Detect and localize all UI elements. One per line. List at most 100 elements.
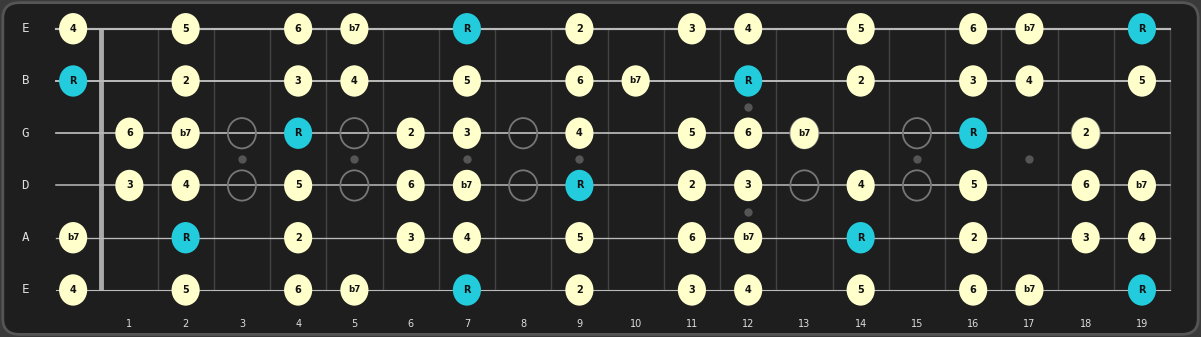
Text: 2: 2 [294, 233, 301, 243]
Text: 3: 3 [969, 76, 976, 86]
Text: 15: 15 [910, 319, 924, 329]
Text: 2: 2 [576, 24, 582, 34]
Ellipse shape [172, 274, 199, 306]
Ellipse shape [734, 274, 763, 306]
Text: 6: 6 [969, 285, 976, 295]
Ellipse shape [1071, 170, 1100, 201]
Ellipse shape [566, 222, 593, 253]
Text: 2: 2 [183, 319, 189, 329]
Text: R: R [1139, 24, 1146, 34]
Ellipse shape [734, 65, 763, 97]
Text: b7: b7 [742, 233, 754, 242]
Ellipse shape [622, 65, 650, 97]
Text: 19: 19 [1136, 319, 1148, 329]
Ellipse shape [1128, 65, 1157, 97]
Ellipse shape [453, 170, 480, 201]
Text: 3: 3 [688, 285, 695, 295]
Text: 5: 5 [464, 76, 471, 86]
Ellipse shape [734, 222, 763, 253]
Ellipse shape [1015, 274, 1044, 306]
Ellipse shape [59, 222, 88, 253]
Text: 12: 12 [742, 319, 754, 329]
Text: 4: 4 [1139, 233, 1146, 243]
Text: 2: 2 [407, 128, 414, 138]
Ellipse shape [566, 65, 593, 97]
Text: 6: 6 [688, 233, 695, 243]
Ellipse shape [960, 65, 987, 97]
Ellipse shape [677, 118, 706, 149]
Ellipse shape [677, 170, 706, 201]
Ellipse shape [172, 13, 199, 44]
Text: G: G [22, 127, 29, 140]
Text: 4: 4 [464, 233, 471, 243]
Ellipse shape [172, 170, 199, 201]
Text: R: R [464, 24, 471, 34]
Text: E: E [22, 22, 29, 35]
Text: 4: 4 [745, 285, 752, 295]
Ellipse shape [340, 13, 369, 44]
Ellipse shape [960, 13, 987, 44]
Text: A: A [22, 231, 29, 244]
Ellipse shape [1128, 222, 1157, 253]
Text: b7: b7 [799, 129, 811, 138]
Text: 2: 2 [858, 76, 864, 86]
Ellipse shape [340, 65, 369, 97]
Text: 4: 4 [295, 319, 301, 329]
Ellipse shape [1071, 118, 1100, 149]
Text: b7: b7 [461, 181, 473, 190]
Text: b7: b7 [629, 76, 641, 86]
Text: 3: 3 [688, 24, 695, 34]
Text: 13: 13 [799, 319, 811, 329]
Ellipse shape [847, 170, 874, 201]
Text: D: D [22, 179, 29, 192]
Text: b7: b7 [1136, 181, 1148, 190]
Text: 4: 4 [70, 24, 77, 34]
Text: R: R [1139, 285, 1146, 295]
Text: R: R [575, 181, 584, 190]
Text: 5: 5 [183, 285, 189, 295]
Ellipse shape [285, 274, 312, 306]
Ellipse shape [59, 65, 88, 97]
Text: R: R [858, 233, 865, 243]
Ellipse shape [396, 170, 425, 201]
Text: 14: 14 [855, 319, 867, 329]
Text: b7: b7 [179, 129, 192, 138]
Text: b7: b7 [348, 24, 360, 33]
Ellipse shape [566, 274, 593, 306]
Ellipse shape [453, 222, 480, 253]
Text: 6: 6 [576, 76, 582, 86]
Text: 17: 17 [1023, 319, 1035, 329]
Text: 8: 8 [520, 319, 526, 329]
Ellipse shape [285, 13, 312, 44]
Ellipse shape [566, 170, 593, 201]
Ellipse shape [960, 222, 987, 253]
Ellipse shape [115, 118, 143, 149]
Ellipse shape [285, 222, 312, 253]
Ellipse shape [453, 118, 480, 149]
Text: 2: 2 [1082, 128, 1089, 138]
Ellipse shape [453, 13, 480, 44]
Ellipse shape [396, 222, 425, 253]
Text: 4: 4 [183, 181, 189, 190]
Ellipse shape [960, 118, 987, 149]
Ellipse shape [847, 274, 874, 306]
Text: 6: 6 [126, 128, 133, 138]
Text: 6: 6 [294, 285, 301, 295]
Text: 5: 5 [969, 181, 976, 190]
Text: 7: 7 [464, 319, 470, 329]
Text: 10: 10 [629, 319, 641, 329]
Text: 4: 4 [70, 285, 77, 295]
Text: 9: 9 [576, 319, 582, 329]
Text: b7: b7 [67, 233, 79, 242]
Text: 3: 3 [126, 181, 133, 190]
Ellipse shape [285, 170, 312, 201]
Ellipse shape [960, 274, 987, 306]
Text: 5: 5 [576, 233, 582, 243]
Text: 16: 16 [967, 319, 979, 329]
Ellipse shape [285, 65, 312, 97]
Ellipse shape [172, 118, 199, 149]
Text: 4: 4 [858, 181, 864, 190]
Text: 4: 4 [351, 76, 358, 86]
FancyBboxPatch shape [2, 3, 1199, 334]
Text: R: R [294, 128, 301, 138]
